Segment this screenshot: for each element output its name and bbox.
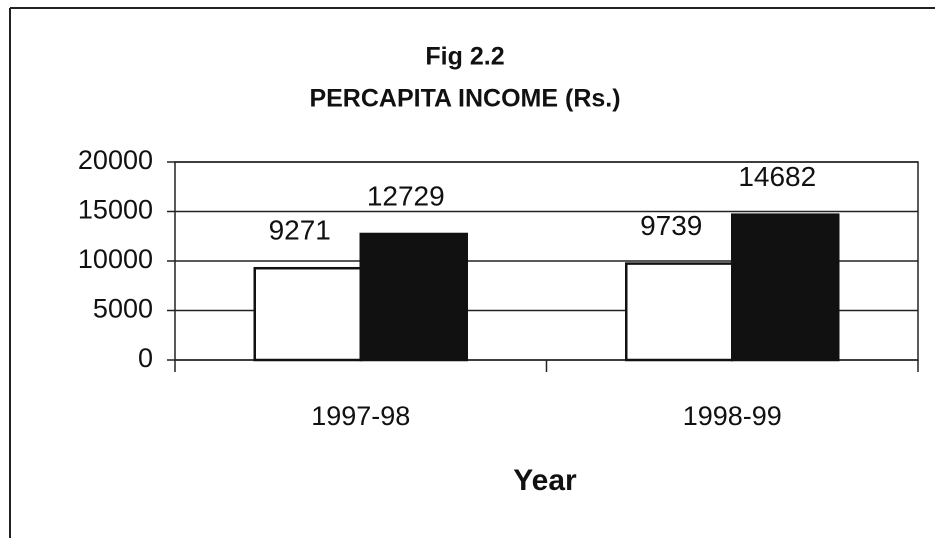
bar	[731, 213, 840, 362]
data-label: 14682	[738, 161, 816, 192]
chart-title: Fig 2.2	[425, 43, 504, 71]
y-tick-label: 10000	[78, 244, 153, 274]
data-label: 12729	[367, 180, 445, 211]
bar	[253, 266, 362, 362]
y-tick-label: 15000	[78, 195, 153, 225]
x-tick-label: 1998-99	[683, 401, 782, 431]
data-label: 9271	[269, 215, 331, 246]
x-tick-label: 1997-98	[311, 401, 410, 431]
y-tick-label: 0	[138, 343, 153, 373]
y-tick-label: 5000	[93, 294, 153, 324]
chart-subtitle: PERCAPITA INCOME (Rs.)	[309, 85, 620, 113]
bar	[625, 262, 734, 362]
data-label: 9739	[640, 210, 702, 241]
y-tick-label: 20000	[78, 145, 153, 175]
bar	[359, 232, 468, 362]
x-axis-title: Year	[513, 464, 577, 497]
